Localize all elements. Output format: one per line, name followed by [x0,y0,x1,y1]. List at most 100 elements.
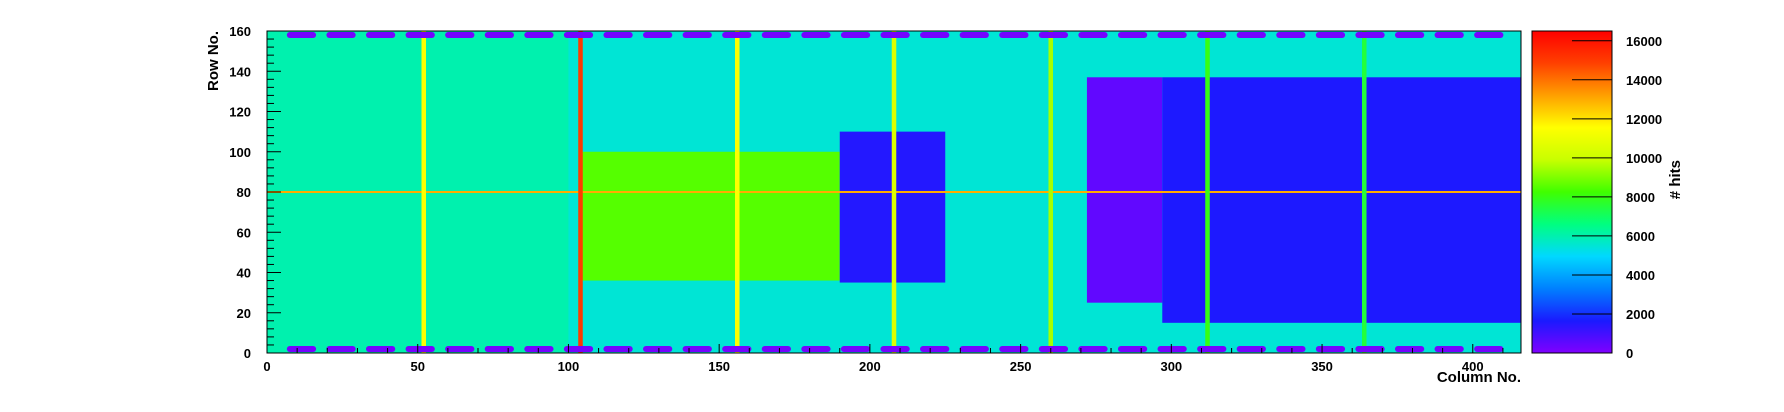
bottom-pads-pad [1157,345,1187,352]
bright-column-312 [1205,31,1210,353]
bright-column-364 [1361,31,1367,353]
region-right-zone [1162,77,1521,323]
bottom-pads-pad [1434,345,1464,352]
heatmap-plot-area [266,30,1522,354]
y-axis: 0 20 40 60 80 100 120 140 160 [229,24,281,361]
bottom-pads-pad [484,345,514,352]
colorbar-tick-label: 14000 [1626,73,1662,88]
y-tick-label: 60 [237,225,251,240]
bottom-pads-pad [1236,345,1266,352]
x-tick-label: 300 [1160,359,1182,374]
top-pads-pad [1078,32,1108,39]
top-pads-pad [920,32,950,39]
x-tick-label: 250 [1010,359,1032,374]
top-pads-pad [801,32,831,39]
top-pads-pad [365,32,396,39]
top-pads-pad [524,32,554,39]
colorbar-title: # hits [1667,160,1684,199]
top-pads-pad [999,32,1029,39]
top-pads-pad [563,32,594,39]
top-pads-pad [1315,32,1346,39]
bottom-pads-pad [920,345,950,352]
colorbar-tick-label: 6000 [1626,229,1655,244]
top-pads-pad [405,32,435,39]
x-tick-label: 200 [859,359,881,374]
bottom-pads-pad [326,345,356,352]
x-tick-label: 50 [410,359,424,374]
top-pads-pad [1355,32,1385,39]
bright-column-156 [734,31,740,353]
y-tick-label: 80 [237,185,251,200]
bottom-pads-pad [999,345,1029,352]
x-tick-label: 350 [1311,359,1333,374]
bottom-pads-pad [761,345,792,352]
top-pads-pad [1038,32,1069,39]
bottom-pads-pad [1394,345,1425,352]
bottom-pads-pad [1038,345,1069,352]
top-pads-pad [761,32,792,39]
region-purple-block [1086,77,1163,303]
top-pads-pad [1117,32,1148,39]
bottom-pads-pad [603,345,633,352]
bottom-pads-pad [959,345,989,352]
colorbar-tick-label: 16000 [1626,34,1662,49]
y-tick-label: 20 [237,306,251,321]
colorbar-tick-label: 8000 [1626,190,1655,205]
bottom-pads-pad [1078,345,1108,352]
bright-column-52 [421,31,427,353]
bottom-pads-pad [1197,345,1227,352]
bottom-pads-pad [801,345,831,352]
top-pads-pad [722,32,752,39]
bottom-pads-pad [682,345,712,352]
top-pads-pad [1474,32,1504,39]
y-axis-title: Row No. [205,31,222,91]
top-pads-pad [643,32,673,39]
top-pads-pad [1276,32,1306,39]
bottom-pads-pad [286,345,317,352]
top-pads-pad [1197,32,1227,39]
bottom-pads-pad [563,345,594,352]
top-pads-pad [445,32,475,39]
top-pads-pad [682,32,712,39]
top-pads-pad [880,32,910,39]
bottom-pads-pad [405,345,435,352]
x-tick-label: 100 [558,359,580,374]
bottom-pads-pad [643,345,673,352]
x-tick-label: 150 [708,359,730,374]
top-pads-pad [840,32,871,39]
bottom-pads-pad [1276,345,1306,352]
bottom-pads-pad [880,345,910,352]
bright-column-104 [578,31,583,353]
region-green-zone [580,151,840,281]
top-pads-pad [1236,32,1266,39]
top-pads-pad [959,32,989,39]
bottom-pads-pad [445,345,475,352]
x-axis-title: Column No. [1437,369,1521,386]
x-tick-label: 400 [1462,359,1484,374]
top-pads-pad [1394,32,1425,39]
y-tick-label: 40 [237,266,251,281]
y-tick-label: 140 [229,64,251,79]
bottom-pads-pad [1117,345,1148,352]
bottom-pads-pad [1355,345,1385,352]
colorbar-tick-label: 0 [1626,346,1633,361]
bottom-pads-pad [524,345,554,352]
y-tick-label: 0 [244,346,251,361]
bottom-pads-pad [1474,345,1504,352]
colorbar-tick-label: 10000 [1626,151,1662,166]
top-pads-pad [286,32,317,39]
colorbar: 0 2000 4000 6000 8000 10000 12000 14000 16000 [1531,30,1662,361]
top-pads-pad [603,32,633,39]
y-tick-label: 160 [229,24,251,39]
colorbar-gradient [1532,31,1612,353]
bottom-pads-pad [722,345,752,352]
top-pads-pad [326,32,356,39]
bottom-pads-pad [1315,345,1346,352]
top-pads-pad [484,32,514,39]
x-tick-label: 0 [263,359,270,374]
y-tick-label: 100 [229,145,251,160]
bottom-pads-pad [365,345,396,352]
y-tick-label: 120 [229,105,251,120]
top-pads-pad [1434,32,1464,39]
